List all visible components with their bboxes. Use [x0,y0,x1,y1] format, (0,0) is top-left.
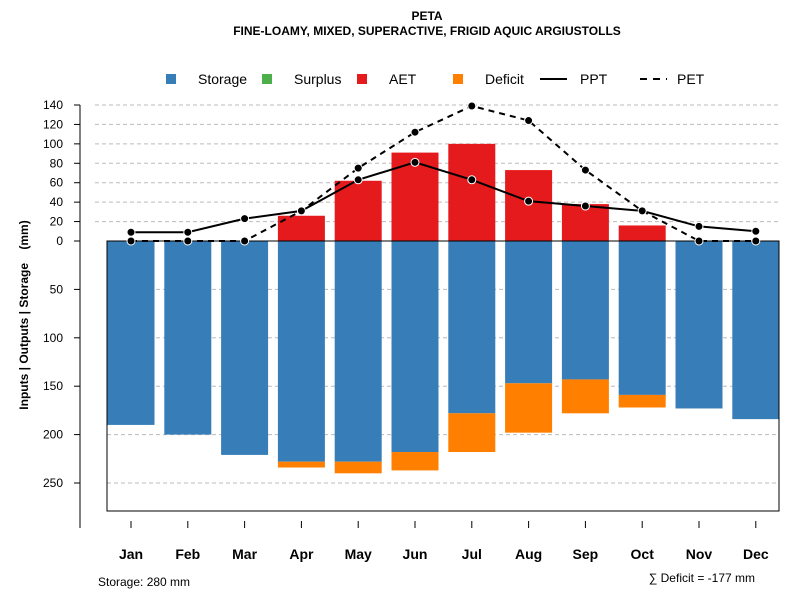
deficit-bar [618,394,666,408]
pet-point [751,236,761,246]
ppt-point [751,226,761,236]
gridlines [95,104,779,484]
storage-bar [164,241,212,435]
storage-bar [448,241,496,414]
y-tick-label: 60 [50,176,64,190]
pet-point [126,236,136,246]
x-tick-label: Jul [462,546,482,562]
chart-title: PETA [411,9,442,23]
x-tick-label: Apr [289,546,314,562]
pet-point [183,236,193,246]
x-tick-label: Aug [515,546,542,562]
chart-subtitle: FINE-LOAMY, MIXED, SUPERACTIVE, FRIGID A… [233,24,621,38]
aet-bar [448,143,496,241]
pet-point [694,236,704,246]
storage-bar [391,241,439,453]
pet-line [131,104,756,242]
y-tick-label: 20 [50,215,64,229]
storage-bar [505,241,553,384]
lines [126,101,761,246]
y-tick-label: 140 [43,98,63,112]
y-tick-label: 40 [50,195,64,209]
plot-box [106,240,780,512]
ppt-point [637,206,647,216]
ppt-point [126,227,136,237]
aet-bar [334,180,382,241]
ppt-line [131,161,756,234]
storage-bar [221,241,269,455]
legend-label-ppt: PPT [580,71,608,87]
ppt-point [240,214,250,224]
aet-bar [618,225,666,241]
pet-point [467,101,477,111]
ppt-point [410,157,420,167]
pet-point [524,116,534,126]
y-tick-label: 100 [43,137,63,151]
storage-bar [334,241,382,462]
pet-point [240,236,250,246]
legend-swatch-aet [357,74,367,84]
axes: 0 20 40 60 80 100 120 140 50 100 150 200 250 Jan Feb Ma… [43,98,769,562]
deficit-bar [448,413,496,453]
y-axis-label: Inputs | Outputs | Storage (mm) [17,220,31,409]
ppt-point [580,201,590,211]
ppt-point [694,221,704,231]
x-tick-label: Nov [686,546,713,562]
legend-swatch-storage [166,74,176,84]
deficit-bar [277,461,325,468]
storage-bar [277,241,325,462]
legend-label-storage: Storage [198,71,247,87]
deficit-bar [391,452,439,471]
ppt-point [467,175,477,185]
legend-label-aet: AET [389,71,417,87]
pet-point [580,165,590,175]
y-tick-label: 150 [43,379,63,393]
footer-deficit: ∑ Deficit = -177 mm [649,571,755,585]
storage-bar [561,241,609,380]
x-tick-label: Sep [573,546,599,562]
y-tick-label: 50 [50,282,64,296]
x-tick-label: Oct [631,546,655,562]
legend-label-pet: PET [677,71,705,87]
ppt-point [353,175,363,185]
legend-label-surplus: Surplus [294,71,341,87]
storage-bar [732,241,780,420]
y-tick-label: 250 [43,476,63,490]
ppt-point [296,206,306,216]
storage-bar [618,241,666,395]
x-tick-label: Feb [175,546,200,562]
y-tick-label: 80 [50,156,64,170]
pet-point [353,163,363,173]
legend-swatch-deficit [453,74,463,84]
legend-label-deficit: Deficit [485,71,524,87]
storage-bar [675,241,723,409]
deficit-bar [561,379,609,414]
storage-bar [107,241,155,425]
x-tick-label: Mar [232,546,257,562]
footer-storage: Storage: 280 mm [98,575,190,589]
x-tick-label: Jun [403,546,428,562]
x-tick-label: Dec [743,546,769,562]
ppt-point [183,227,193,237]
pet-point [410,127,420,137]
y-tick-label: 200 [43,428,63,442]
x-tick-label: May [345,546,372,562]
deficit-bar [334,461,382,474]
y-tick-label: 100 [43,331,63,345]
legend: Storage Surplus AET Deficit PPT PET [166,71,705,87]
y-tick-label: 0 [56,234,63,248]
bars [107,143,780,474]
x-tick-label: Jan [119,546,143,562]
y-tick-label: 120 [43,117,63,131]
deficit-bar [505,383,553,433]
ppt-point [524,196,534,206]
legend-swatch-surplus [262,74,272,84]
